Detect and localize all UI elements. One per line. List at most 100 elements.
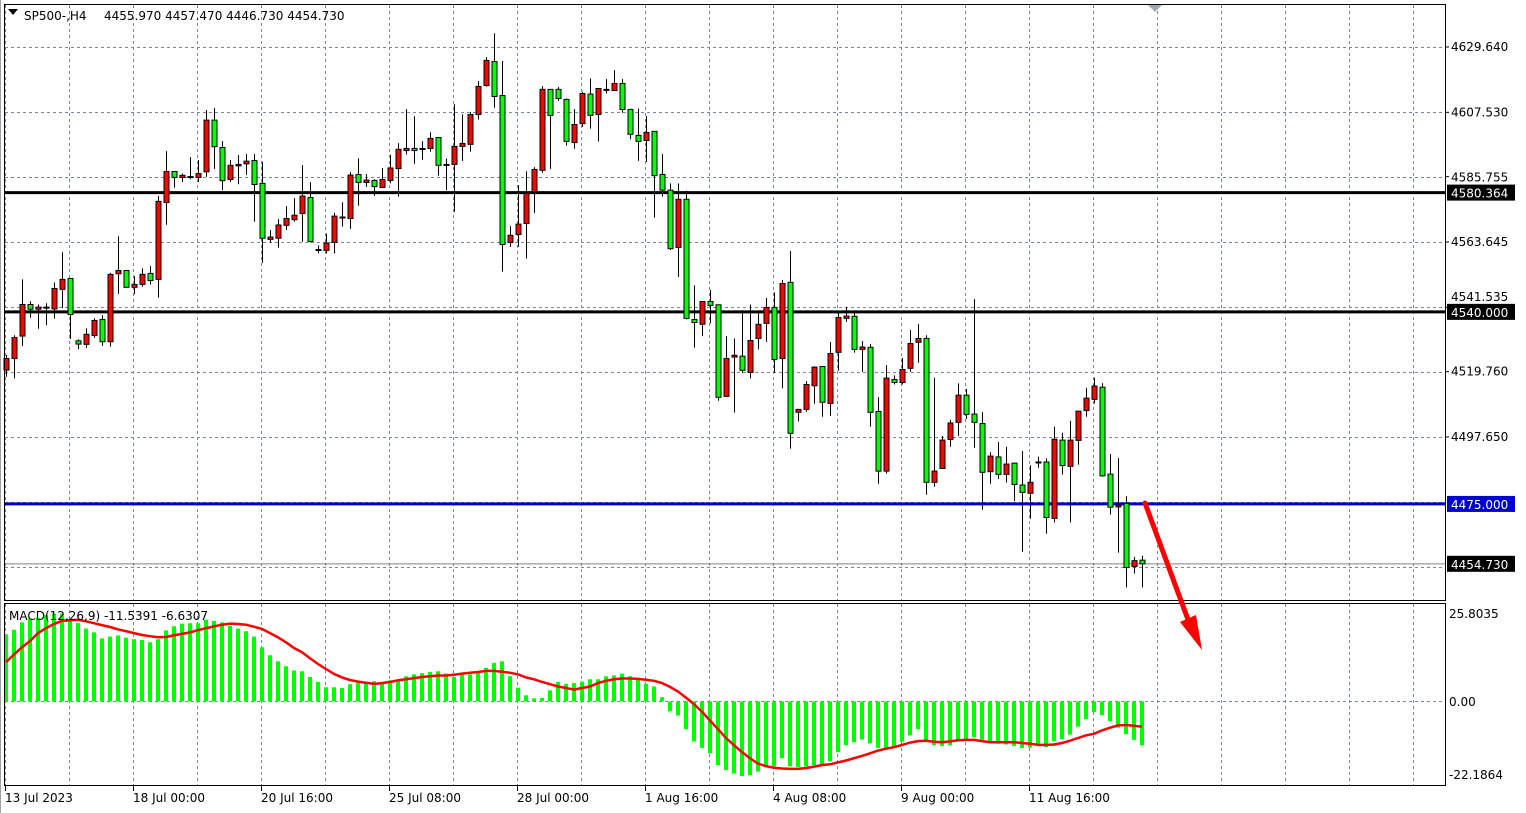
macd-histogram-bar: [516, 687, 520, 702]
price-axis-label: 4607.530: [1451, 105, 1508, 119]
macd-histogram-bar: [124, 637, 128, 702]
candle-body-up: [947, 422, 954, 441]
macd-histogram-bar: [956, 701, 960, 741]
macd-histogram-bar: [884, 701, 888, 749]
macd-histogram-bar: [436, 671, 440, 702]
macd-histogram-bar: [860, 701, 864, 740]
candle-body-down: [371, 179, 378, 188]
candle: [211, 107, 218, 169]
chart-shift-marker-icon[interactable]: [1148, 5, 1162, 12]
candle: [395, 143, 402, 197]
candle: [1075, 410, 1082, 465]
current-price-tag: [1447, 555, 1515, 572]
macd-histogram-bar: [844, 701, 848, 746]
price-level-label: 4540.000: [1451, 306, 1508, 320]
candle-body-down: [691, 319, 698, 324]
candle-body-up: [35, 306, 42, 310]
candle-body-up: [467, 113, 474, 145]
candle: [715, 304, 722, 401]
candle-body-up: [507, 234, 514, 243]
candle-body-up: [811, 366, 818, 387]
candle: [803, 381, 810, 412]
candle-body-up: [451, 145, 458, 165]
candle: [499, 61, 506, 272]
candle: [899, 357, 906, 385]
candle: [1083, 387, 1090, 417]
candle-body-up: [459, 142, 466, 147]
candle-body-up: [731, 354, 738, 358]
macd-histogram-bar: [276, 661, 280, 702]
candle-body-up: [331, 215, 338, 243]
candle-body-up: [395, 148, 402, 170]
candle-body-up: [51, 288, 58, 310]
candle-body-up: [595, 87, 602, 115]
candle: [595, 87, 602, 142]
macd-histogram-bar: [228, 625, 232, 702]
candle-body-up: [131, 283, 138, 288]
candle-body-up: [19, 303, 26, 337]
candle: [43, 303, 50, 326]
candle-body-up: [195, 173, 202, 178]
macd-histogram-bar: [580, 681, 584, 702]
macd-histogram-bar: [812, 701, 816, 766]
macd-histogram-bar: [788, 701, 792, 767]
macd-histogram-bar: [68, 619, 72, 702]
candle: [1011, 462, 1018, 501]
candle: [699, 301, 706, 337]
candle: [779, 279, 786, 389]
candle: [539, 86, 546, 173]
time-axis-label: 13 Jul 2023: [5, 791, 73, 805]
price-pane-frame: [4, 4, 1446, 601]
candle: [235, 154, 242, 185]
macd-histogram-bar: [364, 681, 368, 702]
candle: [811, 366, 818, 404]
candle-body-down: [411, 147, 418, 152]
candle-body-up: [523, 192, 530, 225]
candle: [51, 282, 58, 319]
candle: [59, 252, 66, 309]
candle-body-up: [539, 88, 546, 171]
candle-body-down: [1059, 439, 1066, 467]
candle-body-down: [147, 272, 154, 282]
candle-body-down: [491, 61, 498, 97]
candle: [1043, 458, 1050, 534]
macd-histogram-bar: [652, 686, 656, 702]
time-axis-label: 25 Jul 08:00: [389, 791, 461, 805]
candle-body-down: [75, 340, 82, 345]
candle: [923, 335, 930, 495]
candle: [787, 250, 794, 449]
macd-histogram-bar: [684, 701, 688, 730]
candle-body-down: [619, 82, 626, 110]
macd-histogram-bar: [924, 701, 928, 742]
candle-body-up: [1091, 385, 1098, 400]
macd-histogram-bar: [28, 618, 32, 702]
candle-body-up: [379, 178, 386, 188]
macd-histogram-bar: [356, 681, 360, 702]
candle-body-down: [563, 98, 570, 142]
candle-body-down: [587, 93, 594, 116]
macd-histogram-bar: [204, 619, 208, 702]
macd-histogram-bar: [292, 670, 296, 702]
macd-histogram-bar: [796, 701, 800, 767]
down-arrow-shaft[interactable]: [1142, 500, 1193, 628]
candle: [939, 435, 946, 469]
candle: [435, 137, 442, 176]
down-arrow-head-icon[interactable]: [1180, 615, 1202, 650]
candle: [1123, 496, 1130, 588]
time-axis-label: 28 Jul 00:00: [517, 791, 589, 805]
macd-histogram-bar: [52, 613, 56, 702]
candle-body-down: [339, 216, 346, 219]
candle-body-up: [1067, 439, 1074, 467]
collapse-triangle-icon[interactable]: [8, 9, 18, 15]
candle-body-down: [667, 189, 674, 250]
candle-body-up: [107, 273, 114, 343]
candle-body-down: [219, 147, 226, 182]
candle: [915, 323, 922, 363]
candle: [107, 272, 114, 347]
macd-histogram-bar: [260, 647, 264, 702]
candle-body-down: [851, 315, 858, 350]
candle: [227, 159, 234, 182]
price-axis-label: 4585.755: [1451, 171, 1508, 185]
candle: [1091, 377, 1098, 404]
